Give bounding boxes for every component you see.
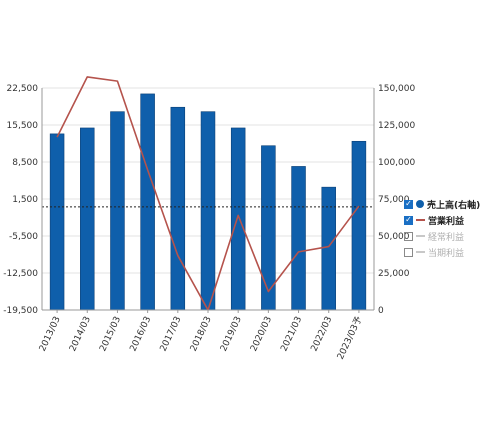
right-tick-label: 125,000	[378, 121, 415, 131]
right-tick-label: 100,000	[378, 158, 415, 168]
line-swatch-icon	[416, 251, 425, 253]
legend-label-sales: 売上高(右軸)	[427, 200, 480, 211]
left-tick-label: -12,500	[3, 269, 38, 279]
checkbox-unchecked-icon[interactable]	[404, 231, 413, 241]
left-tick-label: 8,500	[12, 158, 38, 168]
left-tick-label: 1,500	[12, 195, 38, 205]
bar-series	[49, 93, 367, 311]
x-tick-label: 2023/03予	[335, 315, 365, 362]
bar	[140, 93, 155, 311]
x-tick-label: 2021/03	[279, 315, 304, 353]
bar	[200, 111, 216, 311]
x-tick-label: 2020/03	[249, 315, 274, 353]
legend-label-ordinary-profit: 経常利益	[428, 232, 465, 243]
legend-label-net-profit: 当期利益	[428, 248, 465, 259]
right-tick-label: 0	[378, 306, 384, 316]
left-tick-label: -19,500	[3, 306, 38, 316]
bar	[230, 127, 246, 311]
legend-item-operating-profit[interactable]: ✓ 営業利益	[404, 212, 480, 228]
bar	[170, 106, 186, 311]
x-tick-label: 2019/03	[219, 315, 244, 353]
x-axis-ticks: 2013/03 2014/03 2015/03 2016/03 2017/03 2018/…	[38, 310, 365, 361]
right-tick-label: 150,000	[378, 84, 415, 94]
right-tick-label: 50,000	[378, 232, 410, 242]
checkbox-checked-icon[interactable]: ✓	[404, 215, 413, 225]
left-tick-label: -5,500	[9, 232, 38, 242]
x-tick-label: 2022/03	[310, 315, 335, 353]
legend-item-sales[interactable]: ✓ 売上高(右軸)	[404, 196, 480, 212]
legend-item-ordinary-profit[interactable]: 経常利益	[404, 228, 480, 244]
line-swatch-icon	[416, 235, 425, 237]
x-tick-label: 2017/03	[159, 315, 184, 353]
x-tick-label: 2015/03	[98, 315, 123, 353]
bar	[110, 111, 125, 311]
legend: ✓ 売上高(右軸) ✓ 営業利益 経常利益 当期利益	[404, 196, 480, 260]
bar	[80, 127, 95, 311]
right-tick-label: 25,000	[378, 269, 410, 279]
bar	[351, 140, 367, 311]
bar	[291, 166, 306, 311]
legend-item-net-profit[interactable]: 当期利益	[404, 244, 480, 260]
legend-label-operating-profit: 営業利益	[428, 216, 465, 227]
checkbox-checked-icon[interactable]: ✓	[404, 199, 413, 209]
bar	[321, 186, 336, 311]
x-tick-label: 2013/03	[38, 315, 63, 353]
right-axis-ticks: 150,000 125,000 100,000 75,000 50,000 25,000 0	[378, 84, 415, 316]
left-axis-ticks: 22,500 15,500 8,500 1,500 -5,500 -12,500 -19,5…	[3, 84, 38, 316]
x-tick-label: 2016/03	[128, 315, 153, 353]
checkbox-unchecked-icon[interactable]	[404, 247, 413, 257]
bar	[49, 133, 65, 311]
x-tick-label: 2014/03	[68, 315, 93, 353]
bar-swatch-icon	[416, 200, 424, 208]
right-tick-label: 75,000	[378, 195, 410, 205]
line-swatch-icon	[416, 219, 425, 221]
left-tick-label: 15,500	[7, 121, 39, 131]
left-tick-label: 22,500	[7, 84, 39, 94]
x-tick-label: 2018/03	[189, 315, 214, 353]
